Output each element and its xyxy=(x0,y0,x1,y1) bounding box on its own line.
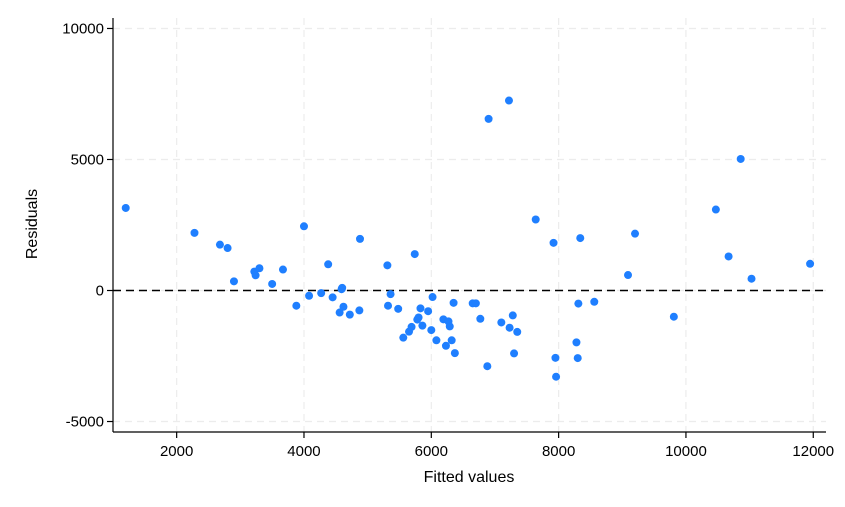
data-point xyxy=(590,297,599,306)
data-point xyxy=(394,304,403,313)
x-tick-label: 12000 xyxy=(792,443,834,460)
data-point xyxy=(449,298,458,307)
data-point xyxy=(508,311,517,320)
data-point xyxy=(510,349,519,358)
data-point xyxy=(736,154,745,163)
axes xyxy=(112,18,826,433)
data-point xyxy=(324,260,333,269)
y-axis-ticks: -5000 0 5000 10000 xyxy=(62,20,113,431)
data-point xyxy=(268,279,277,288)
data-point xyxy=(305,291,314,300)
data-point xyxy=(549,238,558,247)
x-tick-label: 4000 xyxy=(287,443,320,460)
data-point xyxy=(471,299,480,308)
x-tick-label: 8000 xyxy=(542,443,575,460)
data-point xyxy=(428,293,437,302)
data-point xyxy=(190,228,199,237)
data-point xyxy=(483,362,492,371)
data-point xyxy=(299,222,308,231)
data-point xyxy=(355,306,364,315)
data-point xyxy=(724,252,733,261)
data-point xyxy=(427,326,436,335)
data-point xyxy=(747,274,756,283)
data-point xyxy=(551,353,560,362)
data-point xyxy=(505,323,514,332)
data-point xyxy=(552,372,561,381)
x-axis-title: Fitted values xyxy=(424,469,515,486)
data-point xyxy=(669,312,678,321)
data-point xyxy=(345,310,354,319)
x-axis-ticks: 2000 4000 6000 8000 10000 12000 xyxy=(160,432,834,460)
data-point xyxy=(338,283,347,292)
data-point xyxy=(450,349,459,358)
data-point xyxy=(399,333,408,342)
data-point xyxy=(418,321,427,330)
data-point xyxy=(513,327,522,336)
data-point xyxy=(317,289,326,298)
data-point xyxy=(407,322,416,331)
data-point xyxy=(441,341,450,350)
data-point xyxy=(339,302,348,311)
data-point xyxy=(572,338,581,347)
data-point xyxy=(504,96,513,105)
y-axis-title: Residuals xyxy=(24,189,41,259)
data-point xyxy=(383,261,392,270)
data-point xyxy=(229,277,238,286)
data-point xyxy=(215,240,224,249)
data-point xyxy=(476,314,485,323)
y-tick-label: 5000 xyxy=(71,151,104,168)
data-point xyxy=(335,308,344,317)
data-point xyxy=(445,322,454,331)
data-point xyxy=(410,250,419,259)
data-points xyxy=(121,96,815,381)
data-point xyxy=(328,293,337,302)
x-tick-label: 2000 xyxy=(160,443,193,460)
y-tick-label: 10000 xyxy=(62,20,104,37)
data-point xyxy=(531,215,540,224)
data-point xyxy=(447,336,456,345)
data-point xyxy=(292,301,301,310)
data-point xyxy=(711,205,720,214)
data-point xyxy=(624,271,633,280)
data-point xyxy=(386,290,395,299)
data-point xyxy=(424,307,433,316)
data-point xyxy=(432,336,441,345)
data-point xyxy=(484,114,493,123)
data-point xyxy=(573,354,582,363)
y-tick-label: -5000 xyxy=(66,414,104,431)
data-point xyxy=(223,244,232,253)
y-tick-label: 0 xyxy=(96,283,104,300)
data-point xyxy=(631,229,640,238)
data-point xyxy=(356,234,365,243)
data-point xyxy=(497,318,506,327)
data-point xyxy=(278,265,287,274)
data-point xyxy=(416,304,425,313)
data-point xyxy=(414,313,423,322)
data-point xyxy=(806,259,815,268)
data-point xyxy=(574,299,583,308)
x-tick-label: 6000 xyxy=(415,443,448,460)
data-point xyxy=(384,301,393,310)
data-point xyxy=(251,271,260,280)
data-point xyxy=(255,264,264,273)
data-point xyxy=(576,234,585,243)
x-tick-label: 10000 xyxy=(665,443,707,460)
data-point xyxy=(121,203,130,212)
